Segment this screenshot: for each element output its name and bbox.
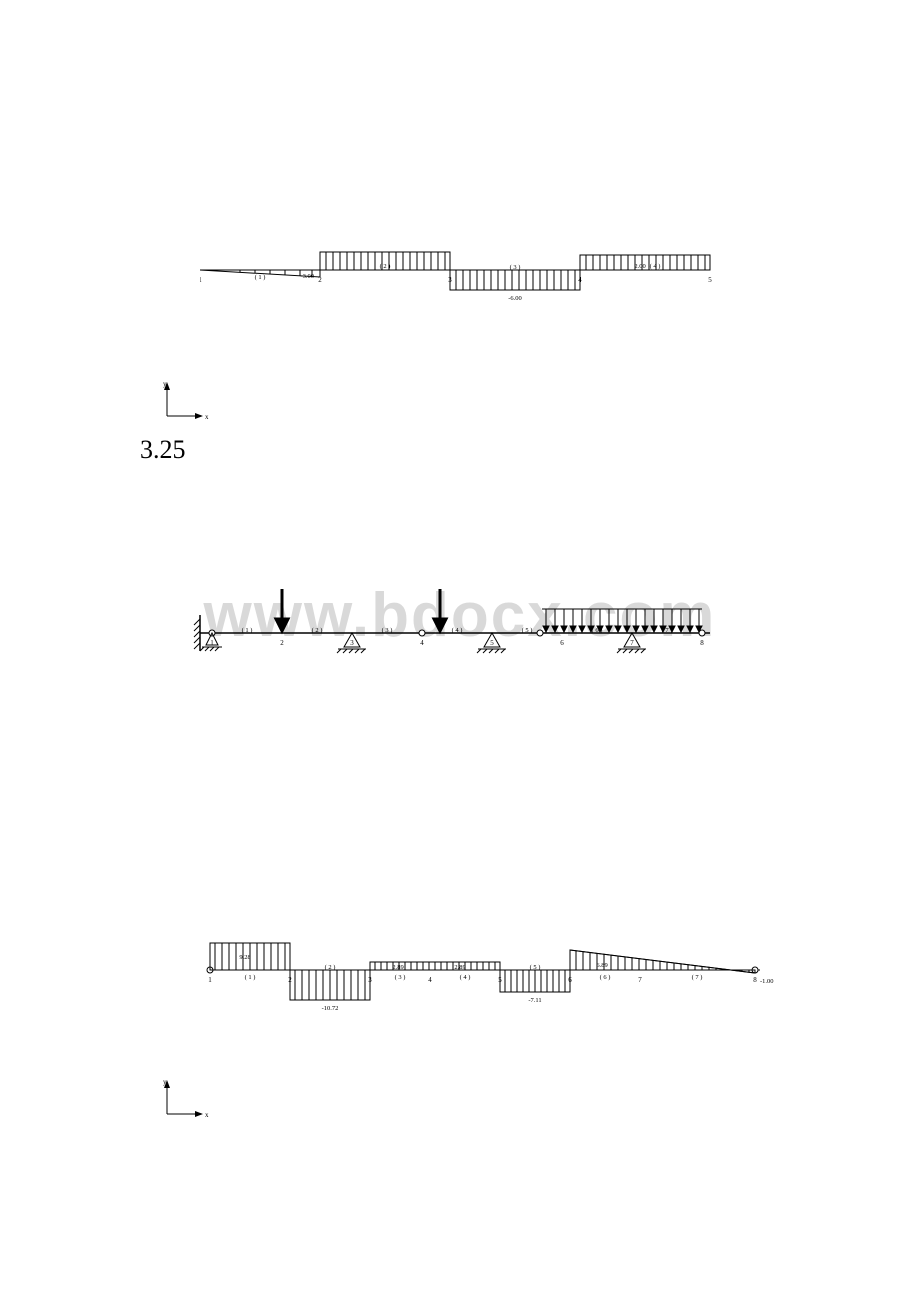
svg-text:( 2 ): ( 2 ) xyxy=(325,964,336,971)
svg-text:( 3 ): ( 3 ) xyxy=(382,627,393,634)
svg-text:8: 8 xyxy=(700,639,704,647)
svg-text:2.89: 2.89 xyxy=(454,964,465,971)
svg-text:5: 5 xyxy=(490,639,494,647)
svg-text:( 4 ): ( 4 ) xyxy=(650,263,661,270)
svg-text:1: 1 xyxy=(208,976,212,984)
svg-text:x: x xyxy=(205,1111,209,1119)
svg-text:2: 2 xyxy=(318,276,322,284)
svg-text:-1.00: -1.00 xyxy=(760,978,774,985)
svg-text:-6.00: -6.00 xyxy=(508,295,522,302)
svg-text:6: 6 xyxy=(568,976,572,984)
svg-text:7: 7 xyxy=(638,976,642,984)
coord-axes-2: y x xyxy=(155,1078,215,1128)
svg-text:2: 2 xyxy=(288,976,292,984)
svg-text:-10.72: -10.72 xyxy=(322,1005,339,1012)
svg-text:( 4 ): ( 4 ) xyxy=(452,627,463,634)
coord-axes-1: y x xyxy=(155,380,215,430)
svg-text:3: 3 xyxy=(368,976,372,984)
svg-text:( 1 ): ( 1 ) xyxy=(255,274,266,281)
svg-text:7: 7 xyxy=(630,639,634,647)
svg-text:( 2 ): ( 2 ) xyxy=(380,263,391,270)
svg-text:4: 4 xyxy=(428,976,432,984)
svg-text:-7.11: -7.11 xyxy=(528,997,541,1004)
svg-text:( 6 ): ( 6 ) xyxy=(600,974,611,981)
figure-top-diagram: -3.00 xyxy=(200,230,730,315)
svg-text:( 1 ): ( 1 ) xyxy=(245,974,256,981)
figure-shear-diagram: 9.28 -10.72 xyxy=(200,925,780,1020)
svg-text:( 3 ): ( 3 ) xyxy=(510,264,521,271)
svg-text:2.89: 2.89 xyxy=(392,964,403,971)
svg-text:6: 6 xyxy=(560,639,564,647)
svg-text:y: y xyxy=(163,380,167,388)
svg-text:1: 1 xyxy=(200,276,202,284)
svg-text:( 4 ): ( 4 ) xyxy=(460,974,471,981)
svg-text:( 1 ): ( 1 ) xyxy=(242,627,253,634)
svg-text:2.00: 2.00 xyxy=(634,263,645,270)
svg-text:6.89: 6.89 xyxy=(596,962,607,969)
svg-text:( 5 ): ( 5 ) xyxy=(522,627,533,634)
svg-text:3: 3 xyxy=(448,276,452,284)
svg-text:5: 5 xyxy=(708,276,712,284)
svg-text:( 5 ): ( 5 ) xyxy=(530,964,541,971)
svg-text:y: y xyxy=(163,1078,167,1086)
svg-text:5: 5 xyxy=(498,976,502,984)
svg-text:( 3 ): ( 3 ) xyxy=(395,974,406,981)
svg-text:9.28: 9.28 xyxy=(239,954,250,961)
svg-text:8: 8 xyxy=(753,976,757,984)
svg-text:4: 4 xyxy=(420,639,424,647)
svg-text:( 2 ): ( 2 ) xyxy=(312,627,323,634)
svg-text:( 7 ): ( 7 ) xyxy=(692,974,703,981)
svg-text:1: 1 xyxy=(210,639,214,647)
figure-beam-loads: 1 2 3 4 5 6 7 8 ( 1 ) ( 2 ) ( 3 ) ( 4 ) … xyxy=(190,575,730,670)
svg-text:2: 2 xyxy=(280,639,284,647)
svg-text:x: x xyxy=(205,413,209,421)
svg-text:-3.00: -3.00 xyxy=(300,273,314,280)
svg-text:4: 4 xyxy=(578,276,582,284)
svg-text:3: 3 xyxy=(350,639,354,647)
page: www.bdocx.com -3.00 xyxy=(0,0,920,1302)
section-label: 3.25 xyxy=(140,435,186,465)
